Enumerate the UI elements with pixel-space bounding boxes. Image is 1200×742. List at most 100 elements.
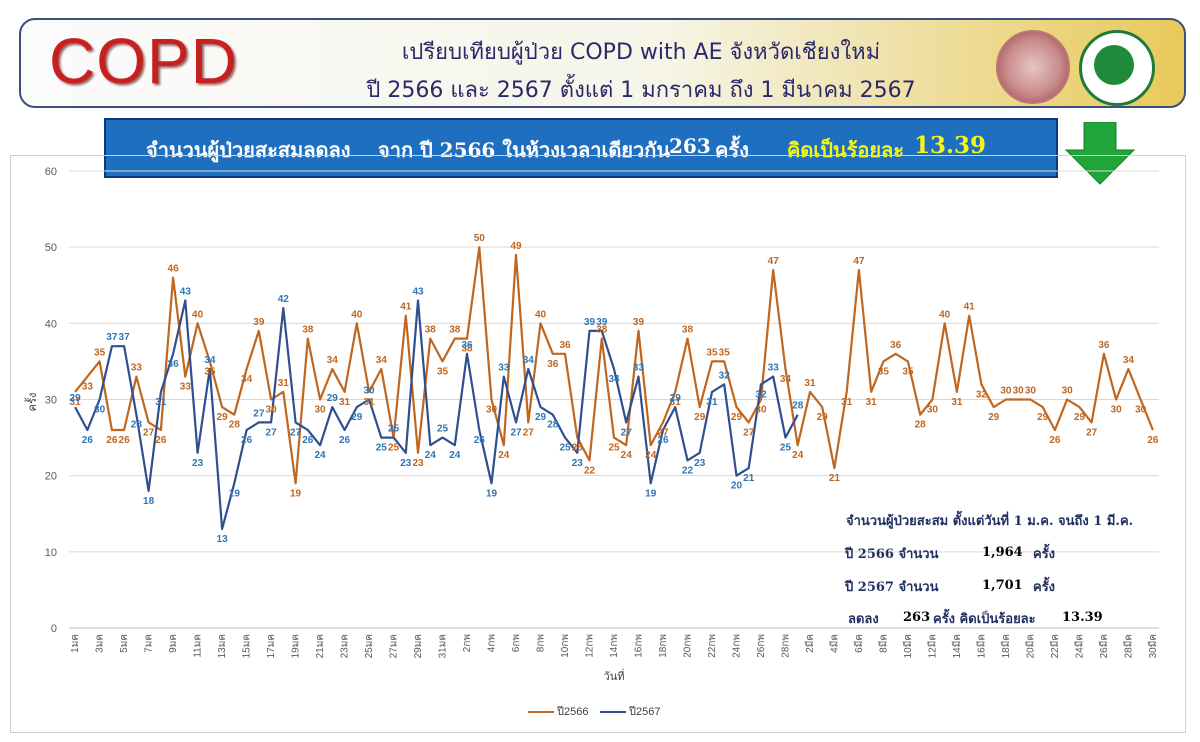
summary-2566-value: 1,964 xyxy=(982,545,1023,560)
y-tick-label: 50 xyxy=(45,242,57,254)
data-label-2566: 35 xyxy=(437,366,449,377)
data-label-2567: 26 xyxy=(82,435,94,446)
x-tick-label: 10กพ xyxy=(560,634,571,658)
data-label-2567: 26 xyxy=(474,435,486,446)
x-tick-label: 26กพ xyxy=(756,634,767,658)
data-label-2567: 43 xyxy=(412,286,424,297)
data-label-2567: 28 xyxy=(547,420,559,431)
data-label-2566: 30 xyxy=(315,405,327,416)
data-label-2566: 30 xyxy=(1062,386,1074,397)
data-label-2567: 30 xyxy=(363,386,375,397)
x-tick-label: 16กพ xyxy=(633,634,644,658)
data-label-2566: 24 xyxy=(792,450,804,461)
x-tick-label: 30มีค xyxy=(1147,634,1159,658)
banner-count: 263 xyxy=(669,134,711,158)
data-label-2566: 35 xyxy=(719,347,731,358)
data-label-2566: 21 xyxy=(829,473,841,484)
x-tick-label: 28มีค xyxy=(1122,634,1134,658)
x-tick-label: 17มค xyxy=(266,634,277,658)
y-tick-label: 10 xyxy=(45,547,57,559)
data-label-2567: 19 xyxy=(486,488,498,499)
data-label-2566: 28 xyxy=(229,420,241,431)
data-label-2566: 33 xyxy=(180,382,192,393)
data-label-2566: 47 xyxy=(853,256,865,267)
data-label-2566: 24 xyxy=(645,450,657,461)
data-label-2566: 31 xyxy=(951,397,963,408)
data-label-2567: 28 xyxy=(131,420,143,431)
legend-label-2567: ปี2567 xyxy=(629,706,661,718)
data-label-2567: 29 xyxy=(670,393,682,404)
x-tick-label: 6มีค xyxy=(853,634,865,653)
data-label-2566: 30 xyxy=(1000,386,1012,397)
data-label-2566: 32 xyxy=(976,389,988,400)
series-line-2567 xyxy=(74,299,799,531)
x-tick-label: 4กพ xyxy=(487,634,498,652)
data-label-2567: 43 xyxy=(180,286,192,297)
data-label-2567: 23 xyxy=(694,458,706,469)
data-label-2566: 40 xyxy=(535,309,547,320)
x-tick-label: 2กพ xyxy=(462,634,473,652)
data-label-2566: 29 xyxy=(1074,412,1086,423)
data-label-2567: 25 xyxy=(388,424,400,435)
x-tick-label: 29มค xyxy=(413,634,424,658)
x-tick-label: 15มค xyxy=(242,634,253,658)
data-label-2567: 29 xyxy=(327,393,339,404)
y-tick-label: 60 xyxy=(45,166,57,178)
x-tick-label: 22มีค xyxy=(1049,634,1061,658)
data-label-2566: 40 xyxy=(192,309,204,320)
data-label-2566: 36 xyxy=(547,359,559,370)
data-label-2566: 26 xyxy=(106,435,118,446)
x-tick-label: 16มีค xyxy=(975,634,987,658)
data-label-2566: 24 xyxy=(621,450,633,461)
data-label-2567: 25 xyxy=(376,443,388,454)
data-label-2566: 25 xyxy=(608,443,620,454)
data-label-2566: 35 xyxy=(878,366,890,377)
data-label-2567: 37 xyxy=(119,332,131,343)
data-label-2566: 26 xyxy=(119,435,131,446)
series-line-2566 xyxy=(74,246,1154,485)
x-tick-label: 31มค xyxy=(438,634,449,658)
summary-diff-percent: 13.39 xyxy=(1062,610,1103,625)
x-tick-label: 20มีค xyxy=(1024,634,1036,658)
data-label-2567: 27 xyxy=(290,427,302,438)
data-label-2567: 22 xyxy=(682,465,694,476)
data-label-2566: 39 xyxy=(633,317,645,328)
x-tick-label: 21มค xyxy=(315,634,326,658)
data-label-2566: 31 xyxy=(670,397,682,408)
data-label-2566: 27 xyxy=(657,427,669,438)
data-label-2566: 31 xyxy=(866,397,878,408)
x-tick-label: 26มีค xyxy=(1098,634,1110,658)
copd-logo-text: COPD xyxy=(49,25,238,97)
data-label-2566: 25 xyxy=(572,443,584,454)
data-label-2567: 36 xyxy=(168,359,180,370)
x-tick-label: 7มค xyxy=(144,634,155,653)
data-label-2567: 29 xyxy=(535,412,547,423)
data-label-2566: 29 xyxy=(694,412,706,423)
x-tick-label: 1มค xyxy=(70,634,81,653)
chart-area xyxy=(10,155,1186,733)
green-down-arrow-icon xyxy=(1064,122,1136,185)
data-label-2567: 27 xyxy=(253,408,265,419)
summary-2566-label: ปี 2566 จำนวน xyxy=(845,547,939,562)
banner-percent-label: คิดเป็นร้อยละ xyxy=(787,138,905,162)
data-label-2566: 47 xyxy=(768,256,780,267)
chart-lines xyxy=(74,246,1154,531)
data-label-2567: 24 xyxy=(315,450,327,461)
data-label-2566: 23 xyxy=(412,458,424,469)
data-label-2566: 24 xyxy=(498,450,510,461)
data-label-2566: 36 xyxy=(559,340,571,351)
data-label-2566: 38 xyxy=(302,325,314,336)
data-label-2567: 27 xyxy=(510,427,522,438)
data-label-2566: 41 xyxy=(400,302,412,313)
x-tick-label: 4มีค xyxy=(828,634,840,653)
data-label-2567: 39 xyxy=(584,317,596,328)
data-label-2566: 26 xyxy=(155,435,167,446)
x-tick-label: 18กพ xyxy=(658,634,669,658)
data-label-2567: 29 xyxy=(351,412,363,423)
banner-unit: ครั้ง xyxy=(715,138,749,162)
y-tick-label: 30 xyxy=(45,395,57,407)
y-tick-label: 0 xyxy=(51,623,57,635)
x-tick-label: 20กพ xyxy=(682,634,693,658)
data-label-2566: 39 xyxy=(253,317,265,328)
data-label-2567: 34 xyxy=(608,374,620,385)
